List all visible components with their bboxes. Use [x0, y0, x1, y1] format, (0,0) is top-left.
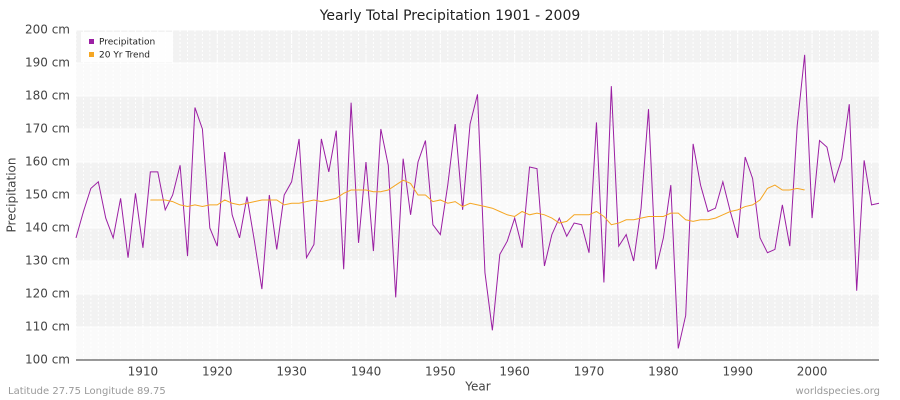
grid-band	[76, 228, 879, 261]
legend-label: Precipitation	[99, 38, 155, 48]
x-tick-label: 1980	[648, 365, 679, 379]
y-tick-label: 100 cm	[25, 353, 70, 367]
grid-band	[76, 129, 879, 162]
x-tick-label: 1910	[128, 365, 159, 379]
legend-box	[81, 32, 173, 62]
y-tick-label: 140 cm	[25, 221, 70, 235]
x-tick-label: 1970	[574, 365, 605, 379]
x-tick-label: 1940	[351, 365, 382, 379]
x-tick-label: 2000	[797, 365, 828, 379]
y-tick-label: 200 cm	[25, 23, 70, 37]
legend-swatch	[89, 52, 94, 57]
x-axis-label: Year	[464, 380, 490, 394]
data-line	[150, 179, 805, 226]
x-tick-label: 1930	[276, 365, 307, 379]
y-tick-label: 190 cm	[25, 56, 70, 70]
plot-background	[75, 30, 880, 360]
footer-right: worldspecies.org	[796, 386, 880, 397]
y-tick-label: 120 cm	[25, 287, 70, 301]
y-tick-label: 170 cm	[25, 122, 70, 136]
x-tick-label: 1950	[425, 365, 456, 379]
x-tick-label: 1920	[202, 365, 233, 379]
y-tick-label: 150 cm	[25, 188, 70, 202]
chart-title: Yearly Total Precipitation 1901 - 2009	[319, 8, 581, 24]
legend-label: 20 Yr Trend	[99, 51, 150, 61]
x-tick-label: 1960	[499, 365, 530, 379]
grid-band	[76, 261, 879, 294]
y-axis-label: Precipitation	[5, 157, 19, 232]
legend-swatch	[89, 39, 94, 44]
y-tick-label: 180 cm	[25, 89, 70, 103]
data-line	[75, 54, 880, 349]
footer-left: Latitude 27.75 Longitude 89.75	[8, 386, 166, 397]
y-tick-label: 160 cm	[25, 155, 70, 169]
y-tick-label: 110 cm	[25, 320, 70, 334]
y-tick-label: 130 cm	[25, 254, 70, 268]
x-tick-label: 1990	[722, 365, 753, 379]
